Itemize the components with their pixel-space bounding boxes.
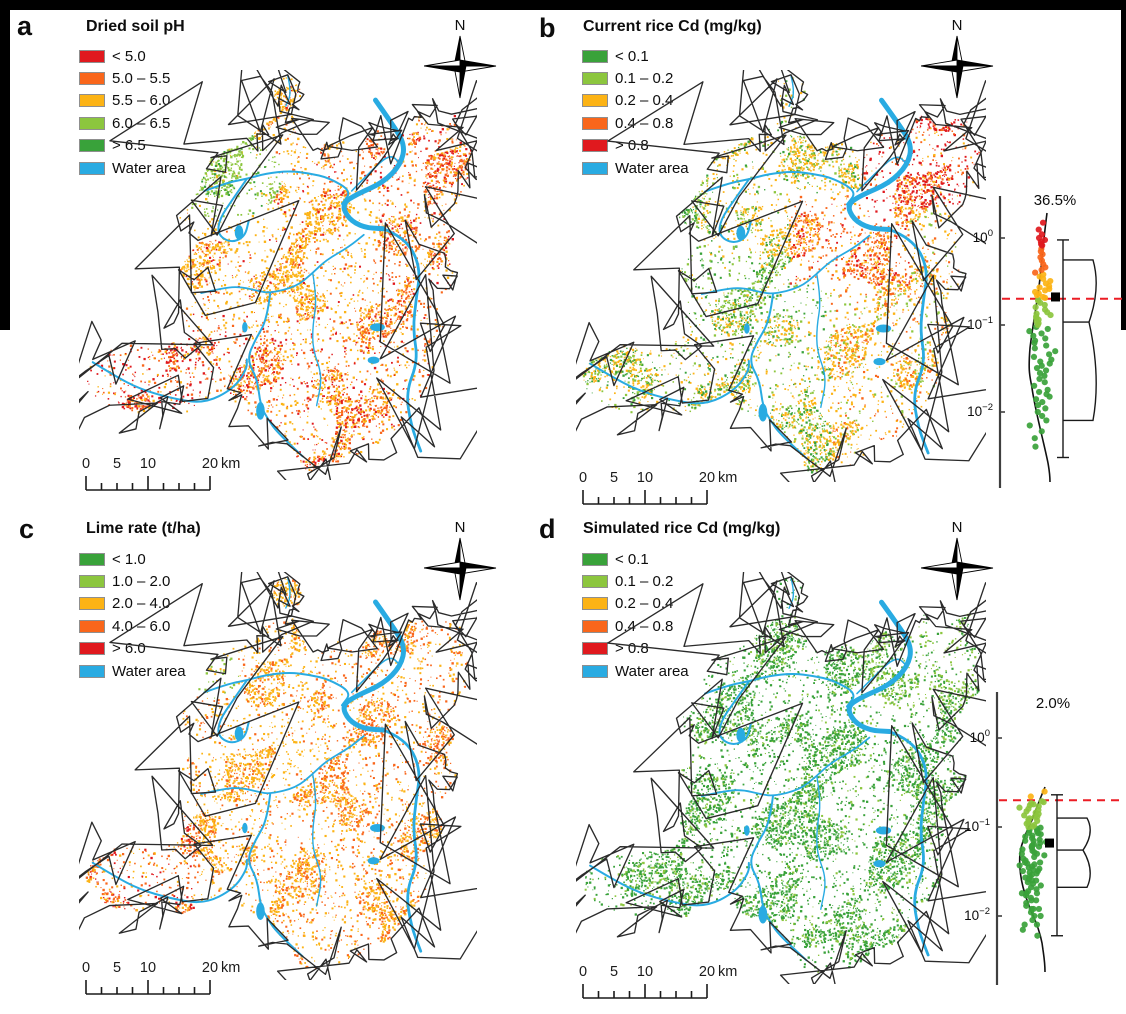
svg-text:5: 5 [610,470,618,486]
legend-label: < 0.1 [615,47,649,65]
compass-star [921,35,994,99]
svg-text:10: 10 [140,960,156,976]
svg-text:km: km [221,456,240,472]
svg-text:100: 100 [973,228,993,245]
scalebar-ruler [582,984,708,999]
exceedance-label-b: 36.5% [1033,192,1077,209]
frame-top [0,0,1126,10]
scalebar-b: 0 5 10 20 km [579,470,737,505]
strip-plot-current-cd: 100 10−1 10−2 [967,196,1122,488]
svg-text:10−2: 10−2 [964,906,990,923]
frame-left [0,0,10,330]
svg-text:20: 20 [202,960,218,976]
sample-dots [1016,788,1050,939]
svg-text:0: 0 [82,960,90,976]
legend-swatch-icon [79,49,105,63]
svg-text:20: 20 [699,470,715,486]
boxplot [1051,794,1091,937]
panel-letter-c: c [19,514,35,544]
legend-swatch-icon [79,552,105,566]
panel-title-c: Lime rate (t/ha) [86,520,201,537]
compass-star [424,537,497,601]
legend-swatch-icon [582,552,608,566]
svg-text:20: 20 [699,964,715,980]
mean-marker [1045,838,1054,848]
y-axis: 100 10−1 10−2 [967,196,1005,488]
scalebar-d: 0 5 10 20 km [579,964,737,999]
svg-text:10: 10 [637,470,653,486]
svg-text:km: km [718,964,737,980]
legend-label: < 1.0 [112,550,146,568]
map-b-current-rice-cd [576,70,986,482]
exceedance-label-d: 2.0% [1035,695,1071,712]
compass-north-icon: N [921,519,994,601]
legend-label: < 5.0 [112,47,146,65]
panel-letter-b: b [539,13,556,43]
scalebar-ruler [85,476,211,491]
panel-title-b: Current rice Cd (mg/kg) [583,18,762,35]
compass-star [424,35,497,99]
svg-text:5: 5 [113,960,121,976]
svg-text:100: 100 [970,728,990,745]
svg-text:10−2: 10−2 [967,402,993,419]
svg-text:N: N [455,17,466,34]
svg-text:0: 0 [579,470,587,486]
svg-text:10−1: 10−1 [967,315,993,332]
panel-title-a: Dried soil pH [86,18,185,35]
map-c-lime-rate [79,572,477,980]
frame-right [1121,0,1126,330]
svg-text:N: N [952,519,963,536]
svg-text:km: km [221,960,240,976]
boxplot [1057,239,1097,459]
svg-text:N: N [455,519,466,536]
mean-marker [1051,292,1060,302]
legend-label: < 0.1 [615,550,649,568]
scalebar-ruler [85,980,211,995]
svg-text:10: 10 [637,964,653,980]
map-a-dried-soil-ph [79,70,477,480]
panel-letter-d: d [539,514,556,544]
legend-row-d-0: < 0.1 [582,548,689,570]
svg-text:0: 0 [579,964,587,980]
legend-row-b-0: < 0.1 [582,45,689,67]
sample-dots [1026,219,1059,450]
svg-text:5: 5 [610,964,618,980]
y-axis: 100 10−1 10−2 [964,692,1002,985]
svg-text:20: 20 [202,456,218,472]
compass-star [921,537,994,601]
compass-north-icon: N [424,519,497,601]
legend-swatch-icon [582,49,608,63]
legend-row-c-0: < 1.0 [79,548,186,570]
compass-north-icon: N [424,17,497,99]
svg-text:10−1: 10−1 [964,817,990,834]
panel-title-d: Simulated rice Cd (mg/kg) [583,520,781,537]
svg-text:0: 0 [82,456,90,472]
scalebar-ruler [582,490,708,505]
svg-text:N: N [952,17,963,34]
svg-text:5: 5 [113,456,121,472]
svg-text:10: 10 [140,456,156,472]
panel-letter-a: a [17,11,33,41]
svg-text:km: km [718,470,737,486]
legend-row-a-0: < 5.0 [79,45,186,67]
strip-plot-simulated-cd: 100 10−1 10−2 [964,692,1120,985]
compass-north-icon: N [921,17,994,99]
scalebar-a: 0 5 10 20 km [82,456,240,491]
map-d-simulated-rice-cd [576,572,986,984]
scalebar-c: 0 5 10 20 km [82,960,240,995]
